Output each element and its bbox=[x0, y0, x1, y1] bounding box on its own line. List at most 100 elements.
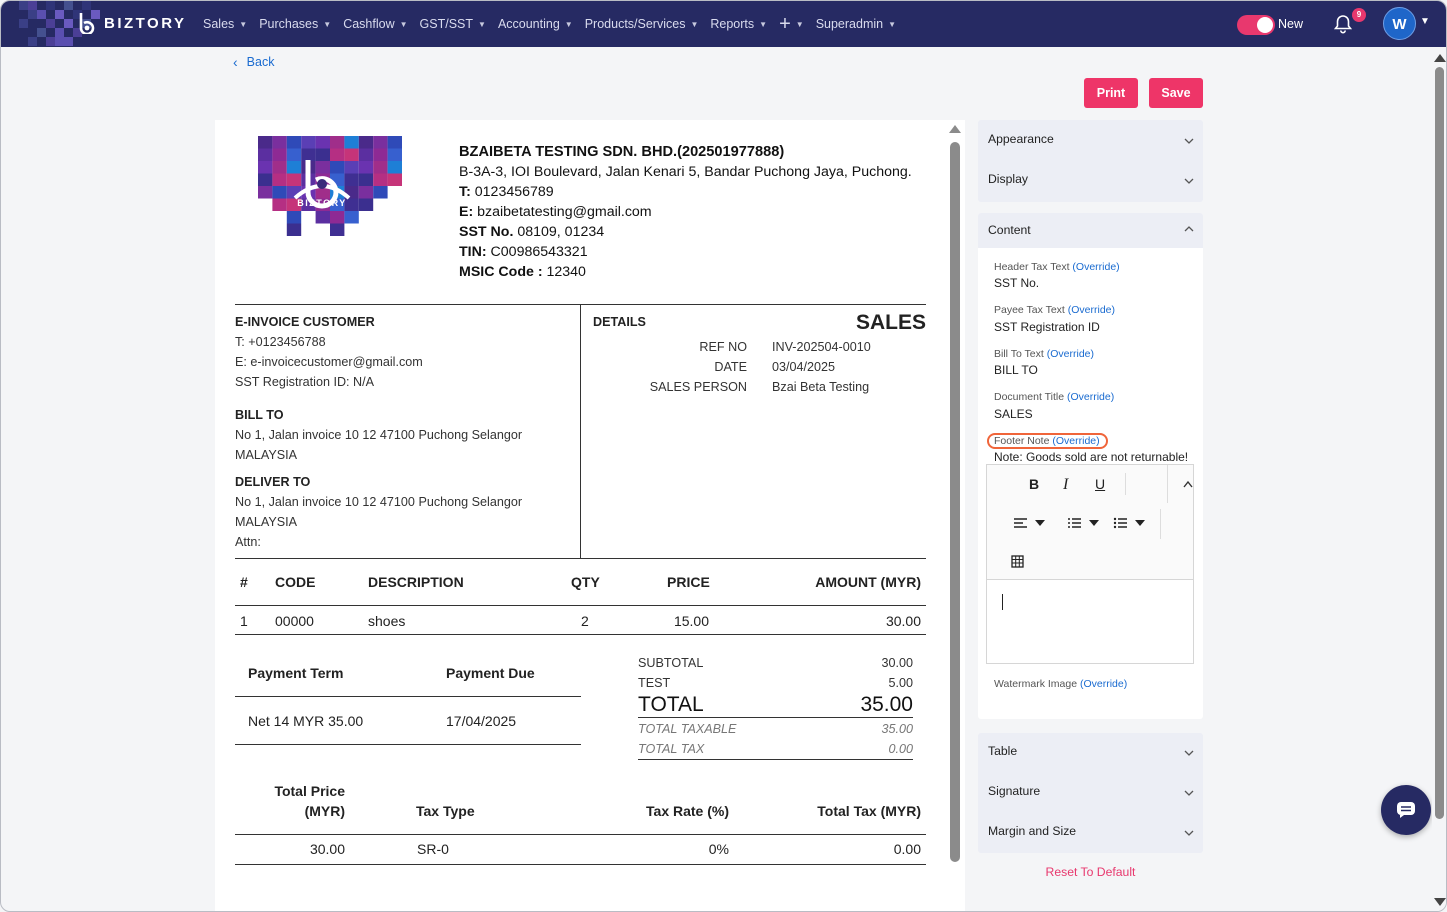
logo-tile bbox=[315, 136, 330, 149]
menu-superadmin[interactable]: Superadmin ▼ bbox=[816, 17, 896, 31]
menu-purchases[interactable]: Purchases ▼ bbox=[259, 17, 331, 31]
items-header-no: # bbox=[240, 574, 248, 590]
logo-tile bbox=[258, 148, 273, 161]
pixel-tile bbox=[82, 1, 91, 10]
logo-tile bbox=[330, 211, 345, 224]
save-button[interactable]: Save bbox=[1149, 78, 1203, 108]
pixel-tile bbox=[46, 37, 55, 46]
page-scrollbar[interactable] bbox=[1432, 47, 1446, 911]
menu-products-services[interactable]: Products/Services ▼ bbox=[585, 17, 699, 31]
scrollbar-thumb[interactable] bbox=[950, 142, 960, 862]
logo-tile bbox=[344, 211, 359, 224]
menu-quick-add[interactable]: + ▼ bbox=[779, 14, 804, 34]
menu-sales[interactable]: Sales ▼ bbox=[203, 17, 247, 31]
header-tax-text-value[interactable]: SST No. bbox=[994, 276, 1040, 290]
menu-gst-sst[interactable]: GST/SST ▼ bbox=[420, 17, 486, 31]
sales-person-value: Bzai Beta Testing bbox=[772, 380, 870, 394]
toolbar-separator bbox=[1160, 509, 1161, 539]
chevron-down-icon[interactable] bbox=[1184, 748, 1194, 758]
chevron-up-icon[interactable] bbox=[1184, 224, 1194, 234]
chevron-down-icon[interactable] bbox=[1184, 828, 1194, 838]
tax-row-total: 0.00 bbox=[893, 841, 921, 857]
logo-tile bbox=[358, 186, 374, 199]
scroll-up-arrow-icon[interactable] bbox=[949, 125, 961, 133]
logo-tile bbox=[358, 136, 374, 149]
scroll-up-arrow-icon[interactable] bbox=[1434, 54, 1446, 62]
payee-tax-text-label: Payee Tax Text (Override) bbox=[994, 304, 1115, 316]
deliver-to-line2: MALAYSIA bbox=[235, 515, 298, 529]
menu-reports[interactable]: Reports ▼ bbox=[710, 17, 767, 31]
pixel-tile bbox=[46, 19, 55, 28]
override-link[interactable]: (Override) bbox=[1067, 304, 1116, 316]
biztory-logo-icon bbox=[79, 13, 95, 34]
plus-icon: + bbox=[779, 13, 791, 35]
pixel-tile bbox=[28, 37, 37, 46]
document-title-value[interactable]: SALES bbox=[994, 407, 1033, 421]
section-signature[interactable]: Signature bbox=[988, 784, 1041, 798]
test-label: TEST bbox=[638, 676, 671, 690]
align-left-icon[interactable] bbox=[1013, 517, 1049, 529]
override-link[interactable]: (Override) bbox=[1072, 261, 1120, 273]
back-link[interactable]: ‹ Back bbox=[233, 55, 274, 69]
chevron-down-icon[interactable] bbox=[1184, 136, 1194, 146]
ordered-list-icon[interactable] bbox=[1067, 517, 1103, 529]
customer-tel: T: +0123456788 bbox=[235, 335, 326, 349]
override-link[interactable]: (Override) bbox=[1046, 348, 1094, 360]
preview-scrollbar[interactable] bbox=[947, 120, 965, 911]
user-avatar[interactable]: W bbox=[1383, 7, 1416, 40]
bullet-list-icon[interactable] bbox=[1113, 517, 1149, 529]
section-table[interactable]: Table bbox=[988, 744, 1018, 758]
notification-bell-icon[interactable] bbox=[1334, 14, 1352, 34]
section-content[interactable]: Content bbox=[988, 223, 1031, 237]
menu-cashflow[interactable]: Cashflow ▼ bbox=[343, 17, 407, 31]
section-appearance[interactable]: Appearance bbox=[988, 132, 1054, 146]
attn: Attn: bbox=[235, 535, 261, 549]
payee-tax-text-value[interactable]: SST Registration ID bbox=[994, 320, 1100, 334]
chevron-down-icon[interactable] bbox=[1184, 788, 1194, 798]
tax-header-type: Tax Type bbox=[416, 803, 475, 819]
customer-sst: SST Registration ID: N/A bbox=[235, 375, 375, 389]
new-ui-toggle[interactable] bbox=[1237, 15, 1275, 35]
menu-label: Products/Services bbox=[584, 17, 686, 31]
details-heading: DETAILS bbox=[593, 312, 646, 332]
underline-button[interactable]: U bbox=[1095, 476, 1106, 492]
company-details: BZAIBETA TESTING SDN. BHD.(202501977888)… bbox=[459, 142, 912, 282]
chevron-down-icon[interactable]: ▼ bbox=[1420, 16, 1430, 27]
chevron-down-icon[interactable] bbox=[1184, 176, 1194, 186]
override-link[interactable]: (Override) bbox=[1079, 678, 1128, 690]
insert-table-icon[interactable] bbox=[1011, 555, 1024, 568]
reset-to-default-link[interactable]: Reset To Default bbox=[1045, 865, 1136, 879]
scrollbar-thumb[interactable] bbox=[1435, 67, 1444, 819]
section-margin-and-size[interactable]: Margin and Size bbox=[988, 824, 1077, 838]
bold-button[interactable]: B bbox=[1029, 476, 1040, 492]
pixel-tile bbox=[37, 10, 46, 19]
section-display[interactable]: Display bbox=[988, 172, 1028, 186]
pixel-tile bbox=[64, 37, 73, 46]
total-taxable-value: 35.00 bbox=[881, 722, 913, 736]
logo-tile bbox=[344, 198, 359, 211]
bill-to-text-label: Bill To Text (Override) bbox=[994, 348, 1094, 360]
override-link[interactable]: (Override) bbox=[1052, 435, 1100, 447]
bill-to-line2: MALAYSIA bbox=[235, 448, 298, 462]
logo-tile bbox=[344, 148, 359, 161]
menu-label: Cashflow bbox=[343, 17, 395, 31]
collapse-toolbar-icon[interactable] bbox=[1183, 480, 1193, 488]
chat-widget-button[interactable] bbox=[1381, 785, 1431, 835]
sst-label: SST No. bbox=[459, 224, 514, 240]
scroll-down-arrow-icon[interactable] bbox=[1434, 898, 1446, 906]
company-logo: BIZTORY bbox=[258, 136, 402, 236]
bill-to-text-value[interactable]: BILL TO bbox=[994, 363, 1038, 377]
print-button[interactable]: Print bbox=[1084, 78, 1138, 108]
menu-accounting[interactable]: Accounting ▼ bbox=[498, 17, 573, 31]
logo-tile bbox=[373, 186, 388, 199]
tin-value: C00986543321 bbox=[490, 244, 588, 260]
bill-to-block: BILL TO No 1, Jalan invoice 10 12 47100 … bbox=[235, 405, 522, 465]
brand-logo[interactable]: BIZTORY bbox=[77, 12, 187, 34]
logo-tile bbox=[258, 161, 273, 174]
override-link[interactable]: (Override) bbox=[1066, 391, 1115, 403]
logo-tile bbox=[272, 136, 287, 149]
italic-button[interactable]: I bbox=[1063, 476, 1069, 493]
editor-text-area[interactable] bbox=[988, 581, 1192, 663]
content-header[interactable] bbox=[978, 213, 1203, 248]
logo-tile bbox=[344, 136, 359, 149]
